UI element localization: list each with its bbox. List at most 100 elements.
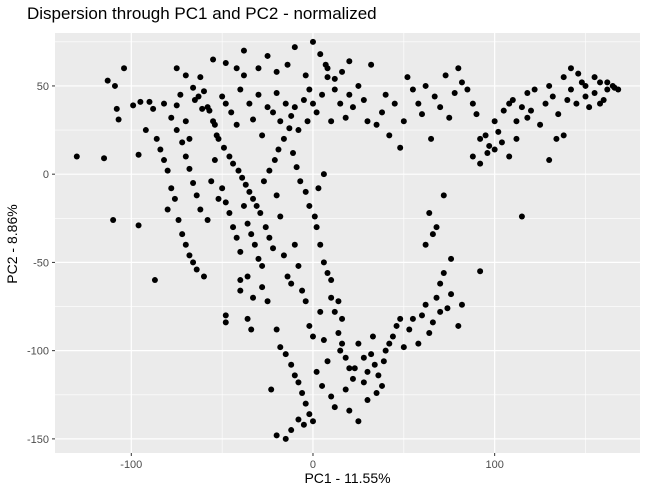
data-point <box>567 86 574 93</box>
data-point <box>486 142 493 149</box>
data-point <box>282 435 289 442</box>
data-point <box>246 100 253 107</box>
data-point <box>248 326 255 333</box>
data-point <box>222 319 229 326</box>
data-point <box>291 104 298 111</box>
data-point <box>239 174 246 181</box>
data-point <box>431 93 438 100</box>
data-point <box>291 241 298 248</box>
data-point <box>422 82 429 89</box>
data-point <box>273 68 280 75</box>
data-point <box>299 287 306 294</box>
data-point <box>524 90 531 96</box>
data-point <box>591 74 598 81</box>
data-point <box>235 167 242 174</box>
data-point <box>230 160 237 167</box>
data-point <box>277 344 284 351</box>
data-point <box>591 90 598 96</box>
data-point <box>320 171 327 178</box>
data-point <box>255 91 262 98</box>
data-point <box>320 259 327 266</box>
x-tick-label: 100 <box>485 459 503 471</box>
data-point <box>195 93 202 100</box>
data-point <box>280 252 287 259</box>
data-point <box>400 118 407 125</box>
data-point <box>415 100 422 107</box>
data-point <box>379 382 386 389</box>
data-point <box>262 224 269 231</box>
data-point <box>115 116 122 123</box>
data-point <box>518 213 525 220</box>
data-point <box>211 157 218 164</box>
data-point <box>130 102 137 109</box>
data-point <box>113 105 120 112</box>
data-point <box>448 291 455 298</box>
data-point <box>500 107 507 114</box>
data-point <box>306 322 313 329</box>
data-point <box>339 68 346 75</box>
data-point <box>177 91 184 98</box>
data-point <box>324 65 331 72</box>
data-point <box>246 188 253 195</box>
data-point <box>518 104 525 111</box>
data-point <box>280 135 287 142</box>
data-point <box>104 77 111 84</box>
data-point <box>101 155 108 162</box>
data-point <box>257 210 264 216</box>
data-point <box>197 74 204 81</box>
data-point <box>270 245 277 252</box>
data-point <box>455 322 462 329</box>
data-point <box>428 135 435 142</box>
data-point <box>291 372 298 379</box>
data-point <box>335 298 342 305</box>
data-point <box>291 44 298 51</box>
data-point <box>190 180 197 186</box>
data-point <box>375 372 382 379</box>
data-point <box>215 195 222 202</box>
data-point <box>142 127 149 134</box>
data-point <box>264 104 271 111</box>
data-point <box>193 266 200 273</box>
data-point <box>426 330 433 336</box>
data-point <box>230 224 237 231</box>
data-point <box>404 74 411 81</box>
data-point <box>293 164 300 171</box>
data-point <box>317 51 324 58</box>
data-point <box>135 151 142 158</box>
x-axis-ticks: -100 0 100 <box>120 453 504 471</box>
data-point <box>228 109 235 116</box>
data-point <box>179 139 186 146</box>
data-point <box>537 121 544 128</box>
data-point <box>477 268 484 275</box>
data-point <box>297 178 304 185</box>
data-point <box>295 416 302 423</box>
data-point <box>597 100 604 107</box>
data-point <box>464 86 471 93</box>
data-point <box>433 224 440 231</box>
data-point <box>342 386 349 393</box>
data-point <box>364 397 371 404</box>
data-point <box>391 100 398 107</box>
data-point <box>360 379 367 386</box>
x-axis-label: PC1 - 11.55% <box>304 470 391 486</box>
data-point <box>469 100 476 107</box>
data-point <box>284 61 291 68</box>
data-point <box>313 109 320 116</box>
data-point <box>222 100 229 107</box>
data-point <box>355 418 362 425</box>
data-point <box>161 157 168 164</box>
data-point <box>175 217 182 224</box>
data-point <box>137 98 144 105</box>
data-point <box>524 114 531 121</box>
data-point <box>271 157 278 164</box>
data-point <box>237 248 244 255</box>
data-point <box>429 319 436 326</box>
data-point <box>351 365 358 372</box>
data-point <box>244 315 251 322</box>
data-point <box>268 386 275 393</box>
data-point <box>355 340 362 347</box>
data-point <box>339 315 346 322</box>
data-point <box>222 199 229 206</box>
data-point <box>173 65 180 72</box>
data-point <box>173 127 180 134</box>
